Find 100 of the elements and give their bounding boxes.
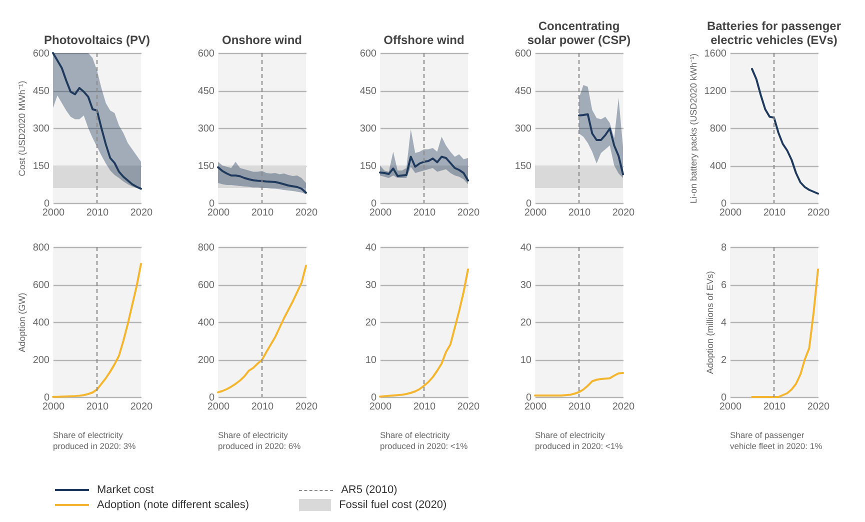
y-tick-label: 400 bbox=[710, 161, 727, 172]
line-series bbox=[751, 268, 819, 398]
x-tick-label: 2010 bbox=[568, 208, 592, 218]
x-tick-label: 2000 bbox=[524, 402, 548, 412]
line-series bbox=[578, 113, 624, 176]
x-tick-label: 2020 bbox=[457, 402, 480, 412]
legend-label: Adoption (note different scales) bbox=[97, 499, 250, 511]
x-tick-label: 2020 bbox=[457, 208, 480, 218]
y-tick-label: 0 bbox=[44, 392, 50, 404]
x-tick-label: 2000 bbox=[719, 208, 742, 218]
y-tick-label: 200 bbox=[32, 355, 50, 366]
y-tick-label: 0 bbox=[526, 198, 532, 210]
y-tick-label: 10 bbox=[520, 355, 532, 366]
x-tick-label: 2000 bbox=[369, 208, 392, 218]
x-tick-label: 2000 bbox=[207, 208, 230, 218]
x-tick-label: 2020 bbox=[612, 208, 636, 218]
x-tick-label: 2000 bbox=[719, 402, 742, 412]
y-tick-label: 300 bbox=[360, 124, 377, 134]
y-tick-label: 400 bbox=[32, 318, 50, 328]
y-tick-label: 300 bbox=[32, 124, 50, 134]
x-tick-label: 2010 bbox=[413, 402, 436, 412]
y-tick-label: 1200 bbox=[704, 86, 727, 97]
x-tick-label: 2010 bbox=[86, 402, 110, 412]
chart-title: Batteries for passenger electric vehicles (EVs) bbox=[706, 19, 842, 47]
chart-title: Concentrating solar power (CSP) bbox=[526, 19, 632, 47]
y-tick-label: 600 bbox=[32, 280, 50, 291]
y-tick-label: 8 bbox=[720, 242, 727, 254]
y-tick-label: 600 bbox=[32, 48, 50, 60]
legend-label: AR5 (2010) bbox=[341, 484, 398, 496]
line-series bbox=[751, 68, 819, 195]
y-tick-label: 800 bbox=[32, 242, 50, 254]
chart-title: Onshore wind bbox=[220, 33, 303, 47]
x-tick-label: 2010 bbox=[251, 402, 274, 412]
line-series bbox=[217, 166, 307, 194]
y-tick-label: 2 bbox=[720, 355, 727, 366]
y-tick-label: 10 bbox=[365, 355, 377, 366]
x-tick-label: 2020 bbox=[295, 208, 318, 218]
y-axis-title: Adoption (millions of EVs) bbox=[704, 270, 715, 374]
legend-label: Market cost bbox=[97, 484, 154, 496]
y-tick-label: 6 bbox=[720, 280, 727, 291]
y-axis-title: Li-on battery packs (USD2020 kWh⁻¹) bbox=[688, 53, 698, 204]
y-tick-label: 450 bbox=[360, 86, 377, 97]
x-tick-label: 2010 bbox=[86, 208, 110, 218]
y-tick-label: 300 bbox=[198, 124, 215, 134]
y-tick-label: 150 bbox=[360, 161, 377, 172]
y-tick-label: 150 bbox=[198, 161, 215, 172]
x-tick-label: 2020 bbox=[807, 402, 830, 412]
x-tick-label: 2000 bbox=[207, 402, 230, 412]
x-tick-label: 2000 bbox=[524, 208, 548, 218]
y-tick-label: 400 bbox=[198, 318, 215, 328]
y-tick-label: 800 bbox=[710, 124, 727, 134]
line-series bbox=[534, 372, 624, 396]
text: Share of electricity produced in 2020: 3% bbox=[53, 430, 137, 452]
x-tick-label: 2020 bbox=[295, 402, 318, 412]
chart-title: Photovoltaics (PV) bbox=[42, 33, 151, 47]
y-tick-label: 1600 bbox=[704, 48, 727, 60]
y-tick-label: 0 bbox=[370, 198, 377, 210]
y-tick-label: 0 bbox=[526, 392, 532, 404]
y-tick-label: 0 bbox=[720, 392, 727, 404]
y-tick-label: 0 bbox=[208, 392, 215, 404]
y-tick-label: 150 bbox=[514, 161, 532, 172]
y-tick-label: 4 bbox=[720, 318, 727, 328]
x-tick-label: 2010 bbox=[568, 402, 592, 412]
line-series bbox=[379, 156, 469, 182]
y-tick-label: 30 bbox=[365, 280, 377, 291]
x-tick-label: 2000 bbox=[42, 402, 66, 412]
y-tick-label: 0 bbox=[208, 198, 215, 210]
x-tick-label: 2020 bbox=[612, 402, 636, 412]
line-series bbox=[379, 268, 469, 398]
y-tick-label: 40 bbox=[365, 242, 377, 254]
y-tick-label: 200 bbox=[198, 355, 215, 366]
x-tick-label: 2010 bbox=[413, 208, 436, 218]
y-tick-label: 800 bbox=[198, 242, 215, 254]
y-tick-label: 0 bbox=[44, 198, 50, 210]
x-tick-label: 2000 bbox=[42, 208, 66, 218]
text: Share of electricity produced in 2020: 6% bbox=[218, 430, 302, 452]
y-tick-label: 450 bbox=[198, 86, 215, 97]
y-tick-label: 0 bbox=[720, 198, 727, 210]
x-tick-label: 2010 bbox=[763, 402, 786, 412]
y-tick-label: 30 bbox=[520, 280, 532, 291]
y-tick-label: 20 bbox=[520, 318, 532, 328]
x-tick-label: 2000 bbox=[369, 402, 392, 412]
x-tick-label: 2020 bbox=[807, 208, 830, 218]
line-series bbox=[217, 264, 307, 394]
y-tick-label: 20 bbox=[365, 318, 377, 328]
y-axis-title: Cost (USD2020 MWh⁻¹) bbox=[16, 80, 27, 176]
line-series bbox=[52, 262, 142, 398]
y-tick-label: 150 bbox=[32, 161, 50, 172]
y-tick-label: 450 bbox=[32, 86, 50, 97]
y-tick-label: 600 bbox=[514, 48, 532, 60]
y-tick-label: 300 bbox=[514, 124, 532, 134]
y-tick-label: 600 bbox=[198, 280, 215, 291]
y-tick-label: 600 bbox=[198, 48, 215, 60]
y-tick-label: 0 bbox=[370, 392, 377, 404]
x-tick-label: 2010 bbox=[251, 208, 274, 218]
x-tick-label: 2020 bbox=[130, 402, 154, 412]
text: Share of electricity produced in 2020: <1% bbox=[535, 430, 624, 452]
y-tick-label: 450 bbox=[514, 86, 532, 97]
y-tick-label: 600 bbox=[360, 48, 377, 60]
x-tick-label: 2010 bbox=[763, 208, 786, 218]
